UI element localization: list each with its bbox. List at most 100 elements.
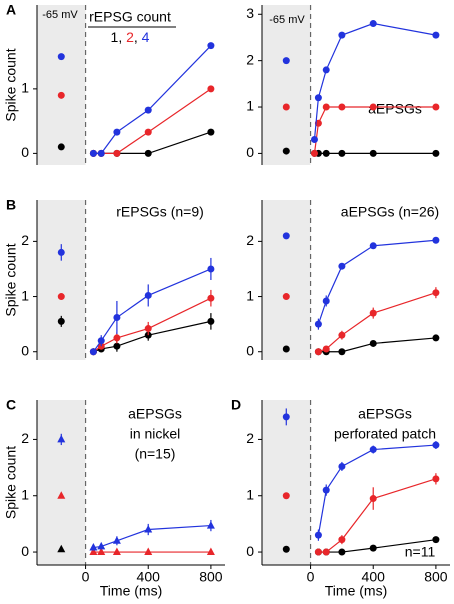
- legend-entry: 4: [142, 29, 150, 45]
- data-point: [432, 334, 440, 342]
- y-tick-label: 0: [246, 543, 254, 559]
- panel-label: B: [6, 197, 16, 213]
- data-point: [282, 293, 290, 301]
- data-point: [57, 248, 65, 256]
- data-point: [89, 149, 97, 157]
- annotation: -65 mV: [42, 9, 78, 21]
- data-point: [207, 265, 215, 273]
- y-tick-label: 1: [246, 486, 254, 502]
- y-tick-label: 2: [246, 430, 254, 446]
- series-line: [92, 268, 212, 353]
- data-point: [97, 547, 106, 556]
- data-point: [432, 31, 440, 39]
- y-axis-label: Spike count: [3, 48, 19, 121]
- y-axis-label: Spike count: [3, 446, 19, 519]
- data-point: [432, 103, 440, 111]
- data-point: [89, 543, 98, 551]
- x-tick-label: 800: [199, 569, 223, 585]
- legend-separator: ,: [134, 29, 142, 45]
- series-line: [93, 131, 212, 154]
- data-point: [322, 103, 330, 111]
- data-point: [57, 317, 65, 325]
- annotation: n=11: [405, 544, 436, 560]
- data-point: [314, 94, 322, 102]
- data-point: [89, 348, 97, 356]
- legend-separator: ,: [118, 29, 126, 45]
- data-point: [338, 149, 346, 157]
- y-tick-label: 0: [246, 144, 254, 160]
- data-point: [207, 294, 215, 302]
- data-point: [57, 544, 66, 553]
- data-point: [89, 547, 98, 556]
- data-point: [113, 342, 121, 350]
- data-point: [57, 143, 65, 151]
- data-point: [369, 339, 377, 347]
- data-point: [144, 547, 153, 556]
- panel-label: A: [6, 2, 16, 18]
- data-point: [322, 345, 330, 353]
- data-point: [282, 57, 290, 65]
- series-line: [313, 22, 437, 140]
- data-point: [322, 486, 330, 494]
- y-tick-label: 2: [246, 232, 254, 248]
- y-tick-label: 2: [21, 232, 29, 248]
- legend-entry: 1: [111, 29, 119, 45]
- panel-label: C: [6, 397, 16, 413]
- data-point: [338, 348, 346, 356]
- x-tick-label: 400: [137, 569, 161, 585]
- annotation: rEPSGs (n=9): [116, 204, 204, 220]
- data-point: [57, 53, 65, 61]
- data-point: [314, 548, 322, 556]
- baseline-region: [37, 200, 86, 360]
- data-point: [314, 348, 322, 356]
- series-line: [318, 478, 437, 553]
- x-axis-label: Time (ms): [325, 583, 387, 599]
- data-point: [310, 135, 318, 143]
- data-point: [57, 91, 65, 99]
- data-point: [97, 541, 106, 550]
- y-tick-label: 3: [246, 5, 254, 21]
- data-point: [57, 491, 66, 499]
- data-point: [369, 309, 377, 317]
- data-point: [432, 289, 440, 297]
- data-point: [369, 103, 377, 111]
- data-point: [112, 536, 121, 544]
- x-tick-label: 800: [424, 569, 448, 585]
- data-point: [314, 320, 322, 328]
- baseline-region: [262, 200, 311, 360]
- annotation: in nickel: [130, 426, 181, 442]
- x-tick-label: 0: [82, 569, 90, 585]
- series-line: [317, 444, 436, 536]
- legend-entry: 2: [126, 29, 134, 45]
- baseline-region: [37, 5, 86, 165]
- data-point: [432, 441, 440, 449]
- data-point: [314, 531, 322, 539]
- x-tick-label: 0: [307, 569, 315, 585]
- data-point: [282, 103, 290, 111]
- data-point: [282, 492, 290, 500]
- data-point: [206, 521, 215, 529]
- annotation: aEPSGs (n=26): [341, 204, 439, 220]
- data-point: [369, 242, 377, 250]
- data-point: [144, 525, 153, 533]
- data-point: [338, 31, 346, 39]
- series-line: [93, 524, 211, 549]
- data-point: [144, 106, 152, 114]
- data-point: [207, 85, 215, 93]
- series-line: [313, 106, 436, 154]
- annotation: -65 mV: [269, 14, 305, 26]
- y-tick-label: 1: [21, 80, 29, 96]
- y-tick-label: 2: [21, 430, 29, 446]
- annotation: (n=15): [135, 446, 176, 462]
- data-point: [207, 317, 215, 325]
- y-tick-label: 0: [21, 543, 29, 559]
- data-point: [282, 413, 290, 421]
- x-axis-label: Time (ms): [100, 583, 162, 599]
- data-point: [206, 547, 215, 556]
- data-point: [282, 232, 290, 240]
- data-point: [144, 128, 152, 136]
- y-tick-label: 0: [246, 342, 254, 358]
- data-point: [338, 536, 346, 544]
- data-point: [338, 548, 346, 556]
- data-point: [338, 103, 346, 111]
